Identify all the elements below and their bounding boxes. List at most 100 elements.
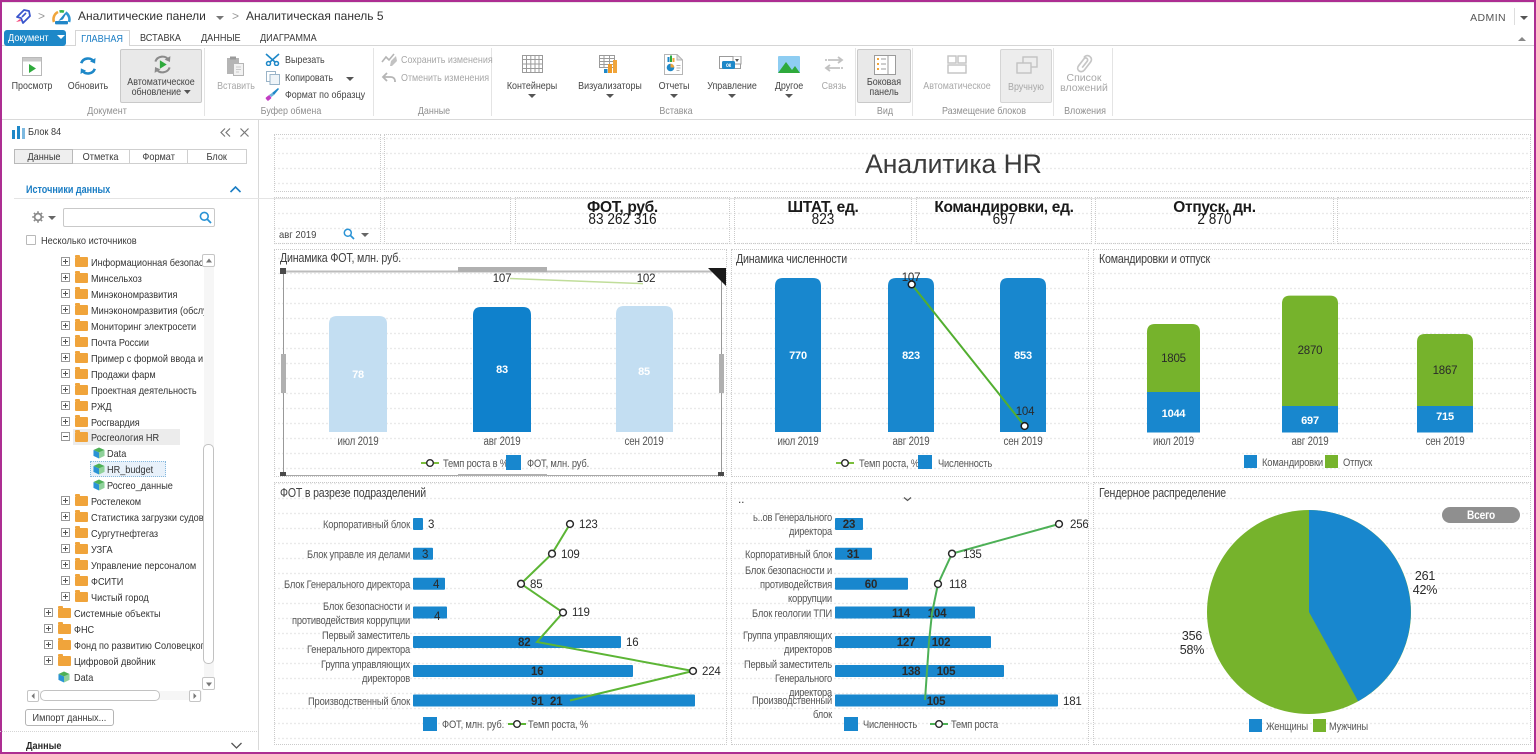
- svg-text:сен 2019: сен 2019: [625, 436, 664, 448]
- svg-text:Первый заместитель: Первый заместитель: [744, 659, 832, 671]
- svg-text:23: 23: [843, 519, 855, 531]
- svg-text:82: 82: [518, 637, 530, 649]
- svg-text:118: 118: [949, 579, 967, 591]
- svg-text:коррупции: коррупции: [788, 593, 832, 605]
- svg-text:Отпуск: Отпуск: [1343, 457, 1372, 469]
- svg-text:16: 16: [531, 666, 543, 678]
- svg-text:78: 78: [352, 369, 364, 381]
- svg-text:Группа управляющих: Группа управляющих: [321, 659, 411, 671]
- svg-text:127: 127: [897, 637, 916, 649]
- svg-text:Численность: Численность: [938, 458, 992, 470]
- svg-text:60: 60: [865, 579, 877, 591]
- svg-text:Блок геологии ТПИ: Блок геологии ТПИ: [752, 608, 832, 620]
- svg-text:224: 224: [702, 666, 721, 678]
- svg-text:256: 256: [1070, 519, 1088, 531]
- svg-text:Группа управляющих: Группа управляющих: [743, 630, 833, 642]
- svg-text:85: 85: [530, 579, 542, 591]
- svg-text:102: 102: [932, 637, 951, 649]
- svg-text:Корпоративный блок: Корпоративный блок: [745, 549, 832, 561]
- svg-text:сен 2019: сен 2019: [1004, 436, 1043, 448]
- svg-text:105: 105: [927, 696, 946, 708]
- svg-text:ФОТ, млн. руб.: ФОТ, млн. руб.: [527, 458, 589, 470]
- svg-text:Всего: Всего: [1467, 508, 1495, 522]
- svg-text:Темп роста, %: Темп роста, %: [528, 719, 588, 731]
- svg-text:356: 356: [1182, 629, 1203, 643]
- svg-text:104: 104: [1016, 406, 1035, 418]
- svg-text:Генерального: Генерального: [775, 673, 832, 685]
- svg-text:91: 91: [531, 696, 544, 708]
- svg-text:Блок безопасности и: Блок безопасности и: [323, 601, 410, 613]
- svg-text:770: 770: [789, 350, 807, 362]
- svg-text:107: 107: [493, 273, 512, 285]
- svg-text:123: 123: [579, 519, 598, 531]
- svg-text:119: 119: [572, 607, 590, 619]
- svg-text:Женщины: Женщины: [1266, 721, 1308, 733]
- svg-text:16: 16: [626, 637, 638, 649]
- svg-text:114: 114: [892, 608, 911, 620]
- svg-text:853: 853: [1014, 350, 1032, 362]
- svg-text:1044: 1044: [1162, 408, 1187, 420]
- svg-text:823: 823: [902, 350, 920, 362]
- svg-text:сен 2019: сен 2019: [1426, 436, 1465, 448]
- svg-text:1805: 1805: [1161, 353, 1186, 365]
- svg-text:блок: блок: [813, 709, 832, 721]
- svg-text:ок: ок: [726, 63, 731, 69]
- svg-text:Мужчины: Мужчины: [1329, 721, 1368, 733]
- svg-text:противодействия: противодействия: [760, 579, 832, 591]
- svg-text:109: 109: [561, 549, 580, 561]
- svg-text:135: 135: [963, 549, 982, 561]
- svg-text:85: 85: [638, 366, 650, 378]
- svg-text:Производственный: Производственный: [752, 695, 832, 707]
- svg-text:Генерального директора: Генерального директора: [307, 644, 411, 656]
- svg-text:Командировки и отпуск: Командировки и отпуск: [1099, 252, 1211, 266]
- svg-text:Динамика ФОТ, млн. руб.: Динамика ФОТ, млн. руб.: [280, 251, 401, 265]
- svg-text:2870: 2870: [1298, 345, 1323, 357]
- svg-text:директоров: директоров: [362, 673, 410, 685]
- svg-text:3: 3: [428, 519, 434, 531]
- svg-text:83: 83: [496, 364, 508, 376]
- svg-text:директора: директора: [789, 526, 833, 538]
- svg-text:4: 4: [434, 611, 441, 623]
- svg-text:58%: 58%: [1180, 643, 1205, 657]
- svg-text:ь..ов Генерального: ь..ов Генерального: [753, 512, 832, 524]
- svg-text:261: 261: [1415, 569, 1436, 583]
- svg-text:Темп роста в %: Темп роста в %: [443, 458, 508, 470]
- svg-text:3: 3: [422, 549, 428, 561]
- svg-text:1867: 1867: [1433, 365, 1458, 377]
- svg-text:июл 2019: июл 2019: [778, 436, 819, 448]
- svg-text:Производственный блок: Производственный блок: [308, 696, 410, 708]
- svg-text:директора: директора: [789, 687, 833, 699]
- svg-text:Темп роста, %: Темп роста, %: [859, 458, 919, 470]
- svg-text:Блок Генерального директора: Блок Генерального директора: [284, 579, 411, 591]
- svg-text:715: 715: [1436, 411, 1454, 423]
- svg-text:ФОТ в разрезе подразделений: ФОТ в разрезе подразделений: [280, 486, 426, 500]
- svg-text:4: 4: [433, 579, 440, 591]
- svg-text:июл 2019: июл 2019: [338, 436, 379, 448]
- svg-text:противодействия коррупции: противодействия коррупции: [292, 615, 410, 627]
- svg-text:Темп роста: Темп роста: [951, 719, 999, 731]
- svg-text:42%: 42%: [1413, 583, 1438, 597]
- svg-text:102: 102: [637, 273, 656, 285]
- svg-text:июл 2019: июл 2019: [1153, 436, 1194, 448]
- svg-text:Блок безопасности и: Блок безопасности и: [745, 565, 832, 577]
- svg-text:авг 2019: авг 2019: [484, 436, 521, 448]
- svg-text:138: 138: [902, 666, 921, 678]
- svg-text:авг 2019: авг 2019: [1292, 436, 1329, 448]
- svg-text:Динамика численности: Динамика численности: [736, 252, 847, 266]
- svg-text:Первый заместитель: Первый заместитель: [322, 630, 410, 642]
- svg-text:21: 21: [550, 696, 563, 708]
- svg-text:авг 2019: авг 2019: [893, 436, 930, 448]
- svg-text:105: 105: [937, 666, 956, 678]
- svg-text:181: 181: [1063, 696, 1082, 708]
- svg-text:31: 31: [847, 549, 860, 561]
- svg-text:Корпоративный блок: Корпоративный блок: [323, 519, 410, 531]
- svg-text:107: 107: [902, 272, 921, 284]
- svg-text:Гендерное распределение: Гендерное распределение: [1099, 486, 1226, 500]
- svg-text:Командировки: Командировки: [1262, 457, 1323, 469]
- svg-text:ФОТ, млн. руб.: ФОТ, млн. руб.: [442, 719, 504, 731]
- svg-text:..: ..: [738, 492, 744, 506]
- svg-text:Блок управле ия делами: Блок управле ия делами: [307, 549, 410, 561]
- svg-text:Численность: Численность: [863, 719, 917, 731]
- svg-text:директоров: директоров: [784, 644, 832, 656]
- svg-text:697: 697: [1301, 415, 1319, 427]
